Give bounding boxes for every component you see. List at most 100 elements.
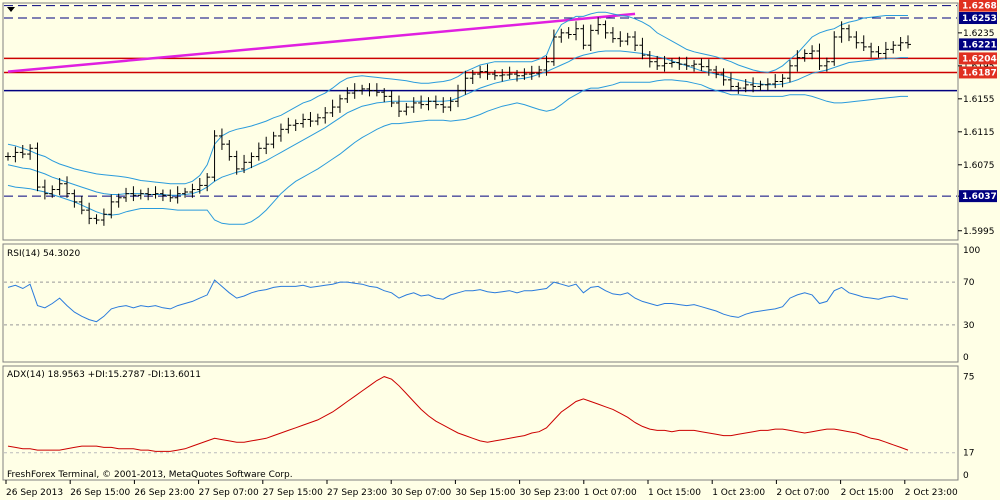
price-label-box [959, 12, 997, 25]
price-label-text: 1.6204 [962, 54, 997, 64]
ohlc-bar [550, 29, 557, 66]
time-tick-label: 27 Sep 07:00 [199, 488, 259, 498]
ohlc-bar [816, 43, 823, 70]
ohlc-bar [646, 51, 653, 68]
ohlc-bar [123, 187, 130, 202]
ohlc-bar [56, 177, 63, 196]
ohlc-bar [543, 55, 550, 76]
ohlc-bar [905, 35, 911, 49]
price-label-box [959, 66, 997, 79]
rsi-tick-label: 30 [963, 321, 975, 331]
ohlc-bar [528, 65, 535, 80]
time-axis: 26 Sep 2013 26 Sep 15:00 26 Sep 23:00 27 Se… [5, 480, 958, 498]
ohlc-bar [329, 99, 336, 117]
time-tick-label: 26 Sep 23:00 [134, 488, 194, 498]
ohlc-bar [683, 56, 690, 70]
ohlc-bar [845, 24, 852, 42]
price-label-text: 1.6187 [962, 68, 997, 78]
time-tick-label: 2 Oct 15:00 [841, 488, 894, 498]
ohlc-bar [78, 196, 85, 215]
ohlc-bar [145, 187, 152, 201]
ohlc-bar [167, 189, 174, 202]
copyright-text: FreshForex Terminal, © 2001-2013, MetaQu… [7, 470, 293, 480]
ohlc-bar [344, 87, 351, 103]
price-tick-label: 1.6235 [963, 29, 995, 39]
ohlc-bar [388, 90, 395, 108]
adx-tick-label: 17 [963, 449, 974, 459]
price-tick-label: 1.5995 [963, 227, 995, 237]
ohlc-bar [196, 177, 203, 194]
ohlc-bar [462, 70, 469, 95]
ohlc-bar [823, 57, 830, 72]
ohlc-bar [300, 113, 307, 128]
price-label-box [959, 52, 997, 65]
ohlc-bar [359, 84, 366, 95]
ohlc-bar [558, 28, 565, 43]
ohlc-bar [159, 189, 166, 202]
ohlc-bar [521, 68, 528, 80]
ohlc-bar [395, 95, 402, 117]
ohlc-bar [174, 186, 181, 204]
ohlc-bar [794, 50, 801, 72]
ohlc-bar [713, 65, 720, 79]
ohlc-bar [34, 142, 41, 192]
time-tick-label: 27 Sep 23:00 [327, 488, 387, 498]
ohlc-bar [418, 95, 425, 109]
ohlc-bar [897, 36, 904, 51]
ohlc-bar [757, 80, 764, 91]
ohlc-bar [587, 24, 594, 51]
ohlc-bar [211, 130, 218, 182]
price-tick-label: 1.6115 [963, 128, 995, 138]
price-label-text: 1.6268 [962, 2, 997, 12]
ohlc-bar [632, 31, 639, 51]
ohlc-bar [875, 46, 882, 58]
ohlc-bar [152, 186, 159, 199]
chart-menu-triangle-icon[interactable] [7, 7, 15, 12]
ohlc-bar [218, 128, 225, 150]
ohlc-bar [440, 97, 447, 113]
time-tick-label: 2 Oct 07:00 [776, 488, 829, 498]
band-upper [7, 11, 908, 185]
ohlc-bar [108, 194, 115, 219]
ohlc-bar [809, 45, 816, 60]
time-tick-label: 1 Oct 07:00 [584, 488, 637, 498]
ohlc-bar [484, 64, 491, 80]
ohlc-bar [204, 173, 211, 192]
ohlc-bar [469, 69, 476, 84]
price-label-box [959, 190, 997, 203]
adx-tick-label: 75 [963, 373, 974, 383]
time-tick-label: 26 Sep 15:00 [70, 488, 130, 498]
ohlc-bar [336, 94, 343, 113]
band-lower [7, 79, 908, 225]
trendline [7, 12, 636, 73]
rsi-line [7, 279, 909, 323]
ohlc-bar [668, 58, 675, 68]
ohlc-bar [772, 74, 779, 89]
time-tick-label: 1 Oct 23:00 [712, 488, 765, 498]
ohlc-bar [602, 20, 609, 39]
price-axis: 1.62351.61951.61551.61151.60751.60371.59… [958, 0, 997, 237]
rsi-panel [2, 243, 959, 363]
ohlc-bar [41, 179, 48, 200]
ohlc-bar [93, 214, 100, 225]
ohlc-bar [130, 186, 137, 202]
ohlc-bar [691, 60, 698, 72]
ohlc-bar [189, 183, 196, 198]
price-label-text: 1.6037 [962, 192, 997, 202]
ohlc-bar [742, 79, 749, 93]
ohlc-bar [100, 208, 107, 226]
ohlc-bar [624, 32, 631, 46]
time-tick-label: 30 Sep 15:00 [455, 488, 515, 498]
time-tick-label: 2 Oct 23:00 [905, 488, 958, 498]
ohlc-bar [764, 78, 771, 91]
ohlc-bar [506, 66, 513, 80]
ohlc-bar [226, 140, 233, 161]
ohlc-bar [263, 136, 270, 155]
ohlc-bar [137, 189, 144, 200]
ohlc-bar [750, 77, 757, 93]
price-layer [4, 5, 957, 226]
ohlc-bar [499, 69, 506, 82]
ohlc-bar [609, 27, 616, 43]
ohlc-bar [654, 55, 661, 70]
